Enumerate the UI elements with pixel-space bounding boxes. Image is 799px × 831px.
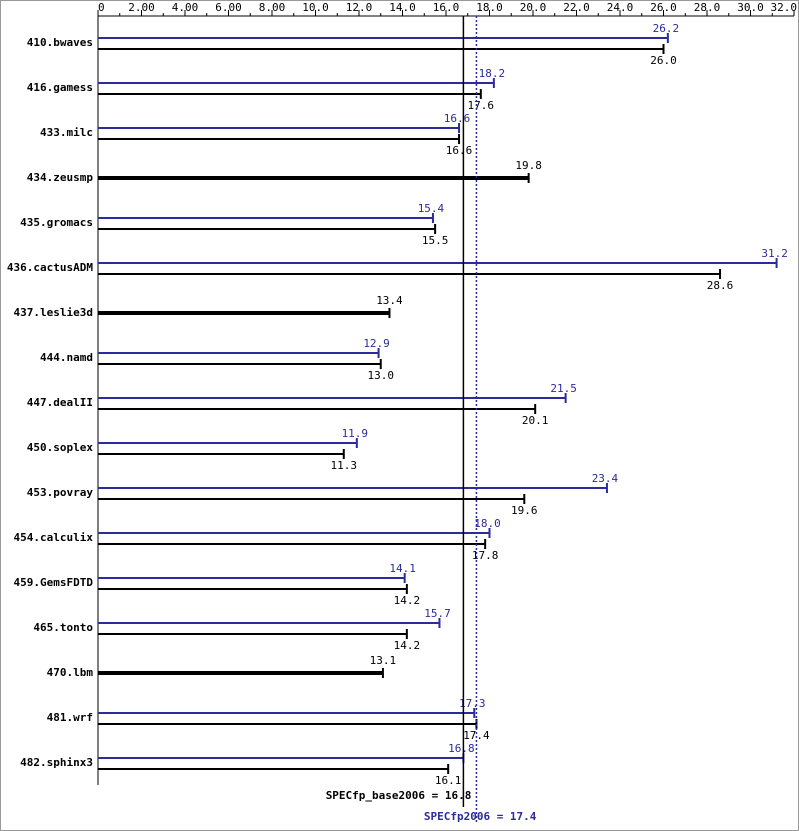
value-label: 23.4 [592, 472, 619, 485]
value-label: 16.8 [448, 742, 475, 755]
value-label: 21.5 [550, 382, 577, 395]
value-label: 19.8 [515, 159, 542, 172]
x-tick-label: 12.0 [346, 1, 373, 14]
category-label: 450.soplex [27, 441, 94, 454]
x-tick-label: 0 [98, 1, 105, 14]
value-label: 14.1 [389, 562, 416, 575]
x-tick-label: 30.0 [737, 1, 764, 14]
category-label: 481.wrf [47, 711, 93, 724]
x-tick-label: 20.0 [520, 1, 547, 14]
category-label: 470.lbm [47, 666, 94, 679]
x-tick-label: 8.00 [259, 1, 286, 14]
value-label: 26.2 [653, 22, 680, 35]
x-tick-label: 18.0 [476, 1, 503, 14]
value-label: 17.3 [459, 697, 486, 710]
x-tick-label: 10.0 [302, 1, 329, 14]
category-label: 447.dealII [27, 396, 93, 409]
value-label: 15.7 [424, 607, 451, 620]
value-label: 14.2 [394, 639, 421, 652]
value-label: 28.6 [707, 279, 734, 292]
value-label: 15.4 [418, 202, 445, 215]
value-label: 16.6 [444, 112, 471, 125]
category-label: 434.zeusmp [27, 171, 94, 184]
value-label: 18.2 [479, 67, 506, 80]
category-label: 482.sphinx3 [20, 756, 93, 769]
x-tick-label: 22.0 [563, 1, 590, 14]
x-tick-label: 14.0 [389, 1, 416, 14]
value-label: 26.0 [650, 54, 677, 67]
category-label: 416.gamess [27, 81, 93, 94]
value-label: 15.5 [422, 234, 449, 247]
value-label: 20.1 [522, 414, 549, 427]
value-label: 19.6 [511, 504, 538, 517]
value-label: 16.1 [435, 774, 462, 787]
reference-label: SPECfp_base2006 = 16.8 [326, 789, 472, 802]
x-tick-label: 2.00 [128, 1, 155, 14]
category-label: 465.tonto [33, 621, 93, 634]
category-label: 435.gromacs [20, 216, 93, 229]
x-tick-label: 16.0 [433, 1, 460, 14]
x-tick-label: 24.0 [607, 1, 634, 14]
value-label: 17.6 [468, 99, 495, 112]
value-label: 12.9 [363, 337, 390, 350]
x-tick-label: 32.0 [771, 1, 798, 14]
reference-label: SPECfp2006 = 17.4 [424, 810, 537, 823]
value-label: 16.6 [446, 144, 473, 157]
category-label: 453.povray [27, 486, 94, 499]
category-label: 454.calculix [14, 531, 94, 544]
category-label: 410.bwaves [27, 36, 93, 49]
value-label: 17.4 [463, 729, 490, 742]
value-label: 31.2 [761, 247, 788, 260]
category-label: 444.namd [40, 351, 93, 364]
value-label: 17.8 [472, 549, 499, 562]
value-label: 13.4 [376, 294, 403, 307]
value-label: 11.3 [331, 459, 358, 472]
x-tick-label: 4.00 [172, 1, 199, 14]
x-tick-label: 26.0 [650, 1, 677, 14]
value-label: 14.2 [394, 594, 421, 607]
category-label: 459.GemsFDTD [14, 576, 94, 589]
x-tick-label: 6.00 [215, 1, 242, 14]
category-label: 433.milc [40, 126, 93, 139]
x-tick-label: 28.0 [694, 1, 721, 14]
category-label: 436.cactusADM [7, 261, 93, 274]
value-label: 11.9 [342, 427, 369, 440]
value-label: 13.0 [368, 369, 395, 382]
value-label: 13.1 [370, 654, 397, 667]
value-label: 18.0 [474, 517, 501, 530]
category-label: 437.leslie3d [14, 306, 93, 319]
